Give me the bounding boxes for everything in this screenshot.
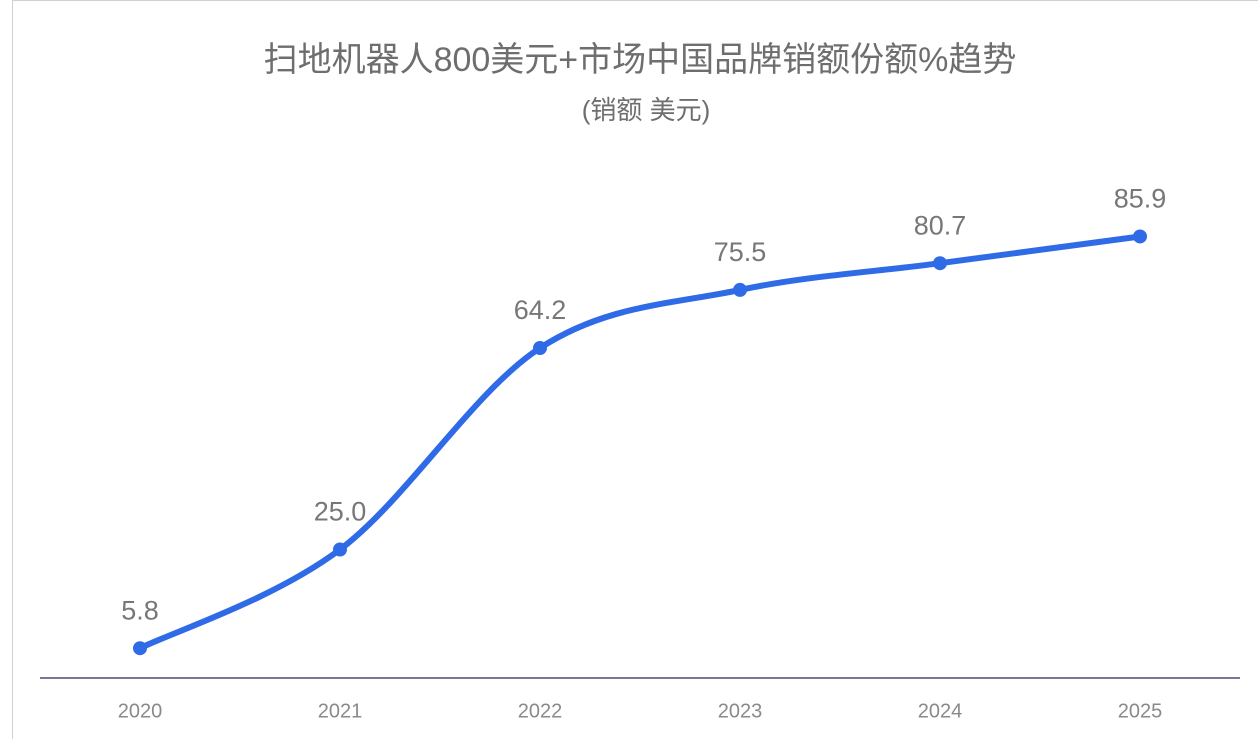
chart-subtitle: (销额 美元) [582,95,711,125]
data-label: 5.8 [121,595,159,625]
data-label: 85.9 [1114,184,1167,214]
data-point [533,341,547,356]
data-label: 64.2 [514,295,567,325]
x-tick-label: 2023 [718,700,763,722]
data-point [733,282,747,297]
series-line [137,233,1143,652]
data-label: 25.0 [314,497,367,527]
data-point [933,256,947,271]
chart-title: 扫地机器人800美元+市场中国品牌销额份额%趋势 [264,41,1017,79]
data-point [333,542,347,557]
x-tick-label: 2021 [318,700,363,722]
data-point [133,641,147,656]
x-tick-label: 2025 [1118,700,1163,722]
x-tick-label: 2024 [918,700,963,722]
data-label: 75.5 [714,237,767,267]
data-label: 80.7 [914,210,967,240]
x-tick-label: 2020 [118,700,163,722]
x-tick-label: 2022 [518,700,563,722]
data-point [1133,229,1147,244]
